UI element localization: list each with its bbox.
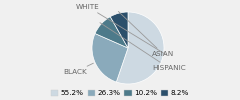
Text: BLACK: BLACK xyxy=(63,63,93,75)
Legend: 55.2%, 26.3%, 10.2%, 8.2%: 55.2%, 26.3%, 10.2%, 8.2% xyxy=(51,90,189,96)
Text: ASIAN: ASIAN xyxy=(118,11,174,57)
Wedge shape xyxy=(110,12,128,48)
Wedge shape xyxy=(95,17,128,48)
Text: WHITE: WHITE xyxy=(76,4,165,54)
Wedge shape xyxy=(92,34,128,82)
Wedge shape xyxy=(116,12,164,84)
Text: HISPANIC: HISPANIC xyxy=(100,23,186,71)
